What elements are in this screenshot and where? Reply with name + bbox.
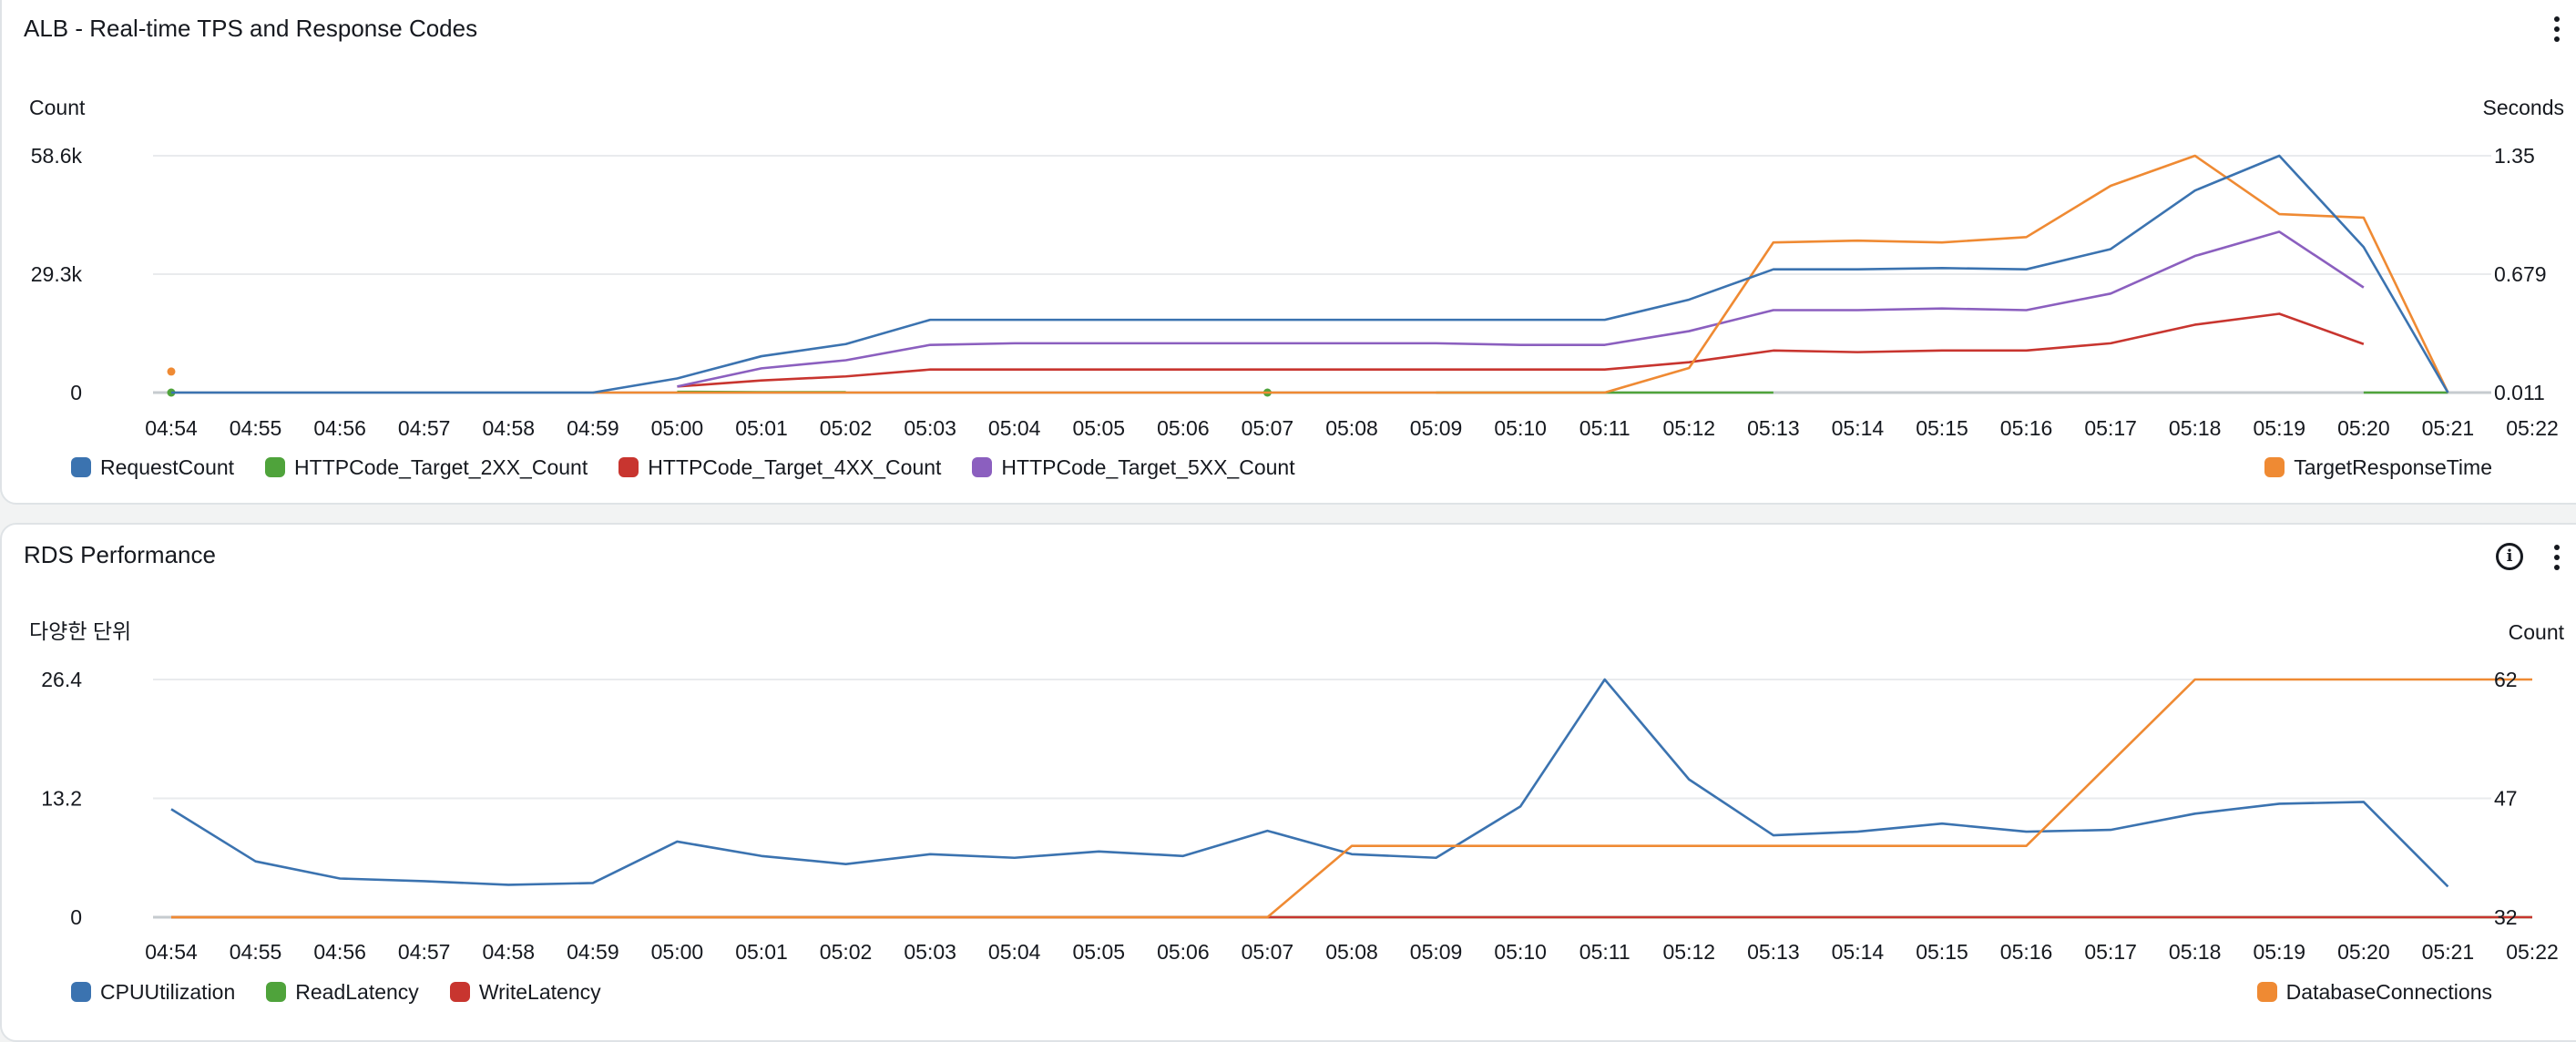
alb-legend-right: TargetResponseTime: [2264, 454, 2492, 481]
x-tick-label: 05:09: [1410, 940, 1463, 964]
rds-left-axis-label: 다양한 단위: [29, 619, 131, 643]
x-tick-label: 05:21: [2422, 940, 2475, 964]
x-tick-label: 05:10: [1494, 940, 1547, 964]
legend-swatch: [2257, 982, 2277, 1002]
rds-legend: CPUUtilization ReadLatency WriteLatency: [71, 978, 601, 1006]
x-tick-label: 05:02: [820, 940, 873, 964]
legend-label: TargetResponseTime: [2294, 455, 2492, 480]
legend-item-targetresponsetime[interactable]: TargetResponseTime: [2264, 455, 2492, 480]
x-tick-label: 05:05: [1073, 940, 1126, 964]
x-tick-label: 05:19: [2254, 940, 2306, 964]
x-tick-label: 05:14: [1832, 940, 1885, 964]
legend-swatch: [450, 982, 470, 1002]
legend-label: HTTPCode_Target_5XX_Count: [1001, 455, 1294, 480]
legend-item-httpcode-target-5xx-count[interactable]: HTTPCode_Target_5XX_Count: [972, 455, 1294, 480]
y-right-tick-label: 47: [2494, 787, 2518, 811]
y-right-tick-label: 62: [2494, 668, 2518, 691]
x-tick-label: 05:12: [1663, 940, 1716, 964]
y-tick-label: 0: [70, 905, 82, 929]
legend-swatch: [71, 457, 91, 477]
legend-swatch: [2264, 457, 2285, 477]
x-tick-label: 05:13: [1747, 940, 1800, 964]
x-tick-label: 04:59: [567, 940, 619, 964]
x-tick-label: 05:04: [988, 940, 1041, 964]
legend-item-httpcode-target-4xx-count[interactable]: HTTPCode_Target_4XX_Count: [618, 455, 941, 480]
legend-label: ReadLatency: [295, 980, 419, 1005]
rds-legend-right: DatabaseConnections: [2257, 978, 2492, 1006]
x-tick-label: 05:07: [1242, 940, 1294, 964]
x-tick-label: 05:22: [2506, 940, 2559, 964]
legend-item-writelatency[interactable]: WriteLatency: [450, 980, 601, 1005]
legend-label: WriteLatency: [479, 980, 601, 1005]
x-tick-label: 05:01: [735, 940, 788, 964]
legend-swatch: [71, 982, 91, 1002]
x-tick-label: 05:03: [904, 940, 956, 964]
y-tick-label: 26.4: [41, 668, 82, 691]
rds-right-axis-label: Count: [2509, 620, 2565, 644]
legend-swatch: [618, 457, 639, 477]
x-tick-label: 04:55: [230, 940, 282, 964]
legend-label: CPUUtilization: [100, 980, 235, 1005]
x-tick-label: 05:20: [2337, 940, 2390, 964]
legend-label: DatabaseConnections: [2286, 980, 2492, 1005]
x-tick-label: 05:16: [2000, 940, 2053, 964]
legend-swatch: [265, 457, 285, 477]
legend-item-httpcode-target-2xx-count[interactable]: HTTPCode_Target_2XX_Count: [265, 455, 588, 480]
x-tick-label: 05:18: [2169, 940, 2222, 964]
legend-swatch: [972, 457, 992, 477]
legend-item-readlatency[interactable]: ReadLatency: [266, 980, 419, 1005]
y-tick-label: 13.2: [41, 787, 82, 811]
x-tick-label: 04:56: [313, 940, 366, 964]
x-tick-label: 04:57: [398, 940, 451, 964]
legend-label: HTTPCode_Target_2XX_Count: [294, 455, 588, 480]
legend-label: RequestCount: [100, 455, 234, 480]
cpuutilization-line: [171, 679, 2448, 886]
legend-item-databaseconnections[interactable]: DatabaseConnections: [2257, 980, 2492, 1005]
legend-item-cpuutilization[interactable]: CPUUtilization: [71, 980, 235, 1005]
x-tick-label: 05:00: [651, 940, 704, 964]
y-right-tick-label: 32: [2494, 905, 2518, 929]
legend-item-requestcount[interactable]: RequestCount: [71, 455, 234, 480]
legend-label: HTTPCode_Target_4XX_Count: [648, 455, 941, 480]
legend-swatch: [266, 982, 286, 1002]
x-tick-label: 05:11: [1579, 940, 1630, 964]
x-tick-label: 05:15: [1916, 940, 1968, 964]
x-tick-label: 05:08: [1325, 940, 1378, 964]
x-tick-label: 04:54: [145, 940, 198, 964]
x-tick-label: 04:58: [483, 940, 536, 964]
x-tick-label: 05:06: [1157, 940, 1210, 964]
alb-legend: RequestCount HTTPCode_Target_2XX_Count HTT…: [71, 454, 1295, 481]
x-tick-label: 05:17: [2084, 940, 2137, 964]
